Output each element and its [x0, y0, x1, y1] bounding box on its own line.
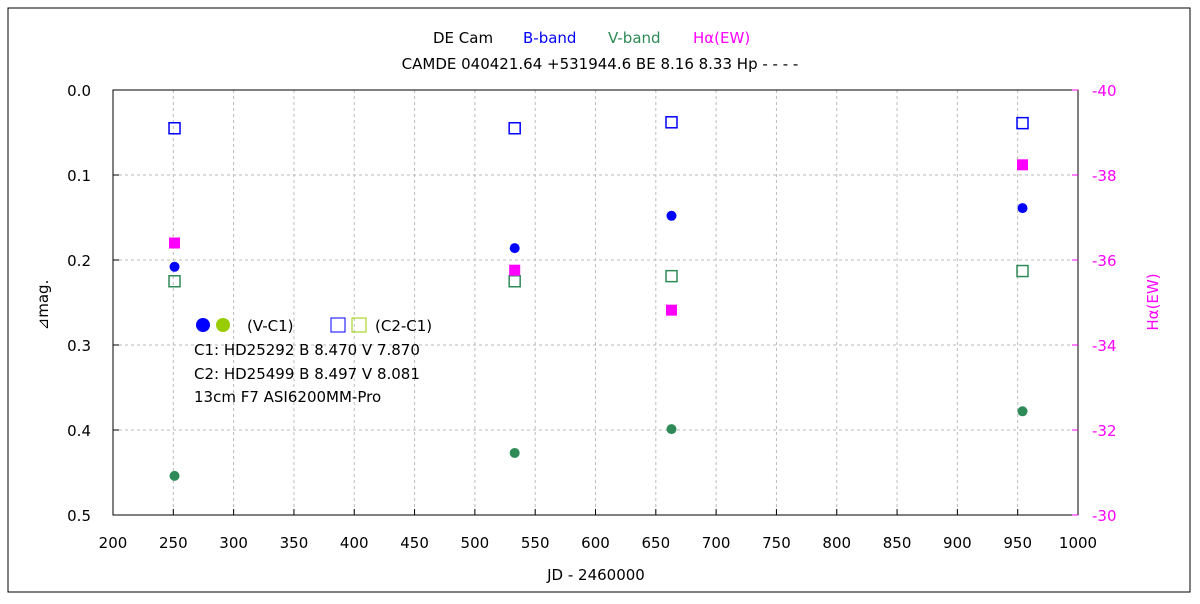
data-point: [665, 304, 677, 316]
data-point: [509, 264, 521, 276]
y2-tick-label: -40: [1092, 82, 1117, 100]
data-point: [169, 237, 181, 249]
y2-tick-label: -32: [1092, 422, 1117, 440]
y-tick-label: 0.4: [67, 422, 91, 440]
y-tick-label: 0.1: [67, 167, 91, 185]
legend-c2c1: (C2-C1): [375, 317, 432, 335]
x-tick-label: 550: [521, 534, 550, 552]
legend-line-c2: C2: HD25499 B 8.497 V 8.081: [194, 365, 420, 383]
title-b-band: B-band: [523, 29, 576, 47]
legend-vc1: (V-C1): [247, 317, 294, 335]
x-tick-label: 350: [280, 534, 309, 552]
data-point: [169, 470, 180, 481]
data-point: [509, 243, 520, 254]
x-tick-label: 600: [581, 534, 610, 552]
ticks: 200 250 300 350 400 450 500 550 600 650 700 750 800 8…: [67, 82, 1116, 552]
y2-axis-label: Hα(EW): [1144, 273, 1162, 330]
marks: [168, 116, 1029, 481]
data-point: [509, 447, 520, 458]
data-point: [168, 275, 181, 288]
y2-tick-label: -36: [1092, 252, 1117, 270]
x-tick-label: 650: [641, 534, 670, 552]
legend-line-instrument: 13cm F7 ASI6200MM-Pro: [194, 388, 381, 406]
legend-b-circle: [196, 318, 210, 332]
x-tick-label: 500: [461, 534, 490, 552]
legend-v-circle: [216, 318, 230, 332]
x-tick-label: 850: [883, 534, 912, 552]
x-tick-label: 300: [219, 534, 248, 552]
data-point: [666, 210, 677, 221]
y2-tick-label: -30: [1092, 507, 1117, 525]
data-point: [508, 275, 521, 288]
y-tick-label: 0.5: [67, 507, 91, 525]
data-point: [168, 122, 181, 135]
data-point: [169, 261, 180, 272]
y-axis-label: ⊿mag.: [34, 280, 52, 331]
x-tick-label: 200: [99, 534, 128, 552]
title-v-band: V-band: [608, 29, 661, 47]
x-tick-label: 450: [400, 534, 429, 552]
legend-b-square: [330, 317, 346, 333]
data-point: [665, 116, 678, 129]
y2-tick-label: -38: [1092, 167, 1117, 185]
subtitle: CAMDE 040421.64 +531944.6 BE 8.16 8.33 H…: [402, 55, 799, 73]
y2-tick-label: -34: [1092, 337, 1117, 355]
data-point: [1017, 159, 1029, 171]
data-point: [1017, 203, 1028, 214]
x-tick-label: 250: [159, 534, 188, 552]
x-tick-label: 700: [702, 534, 731, 552]
x-tick-label: 1000: [1059, 534, 1097, 552]
x-tick-label: 950: [1003, 534, 1032, 552]
data-point: [666, 424, 677, 435]
data-point: [1016, 116, 1029, 130]
y-tick-label: 0.0: [67, 82, 91, 100]
title-star: DE Cam: [433, 29, 493, 47]
data-point: [1016, 264, 1029, 278]
legend: (V-C1) (C2-C1) C1: HD25292 B 8.470 V 7.8…: [194, 317, 432, 406]
legend-v-square: [351, 317, 367, 333]
x-tick-label: 800: [822, 534, 851, 552]
title-ha: Hα(EW): [693, 29, 750, 47]
data-point: [508, 122, 521, 135]
x-axis-label: JD - 2460000: [546, 566, 645, 584]
x-tick-label: 750: [762, 534, 791, 552]
data-point: [1017, 406, 1028, 417]
grid: [113, 90, 1078, 515]
data-point: [665, 269, 678, 283]
y-tick-label: 0.2: [67, 252, 91, 270]
y-tick-label: 0.3: [67, 337, 91, 355]
x-tick-label: 400: [340, 534, 369, 552]
x-tick-label: 900: [943, 534, 972, 552]
legend-line-c1: C1: HD25292 B 8.470 V 7.870: [194, 341, 420, 359]
chart-frame: [7, 7, 1191, 593]
